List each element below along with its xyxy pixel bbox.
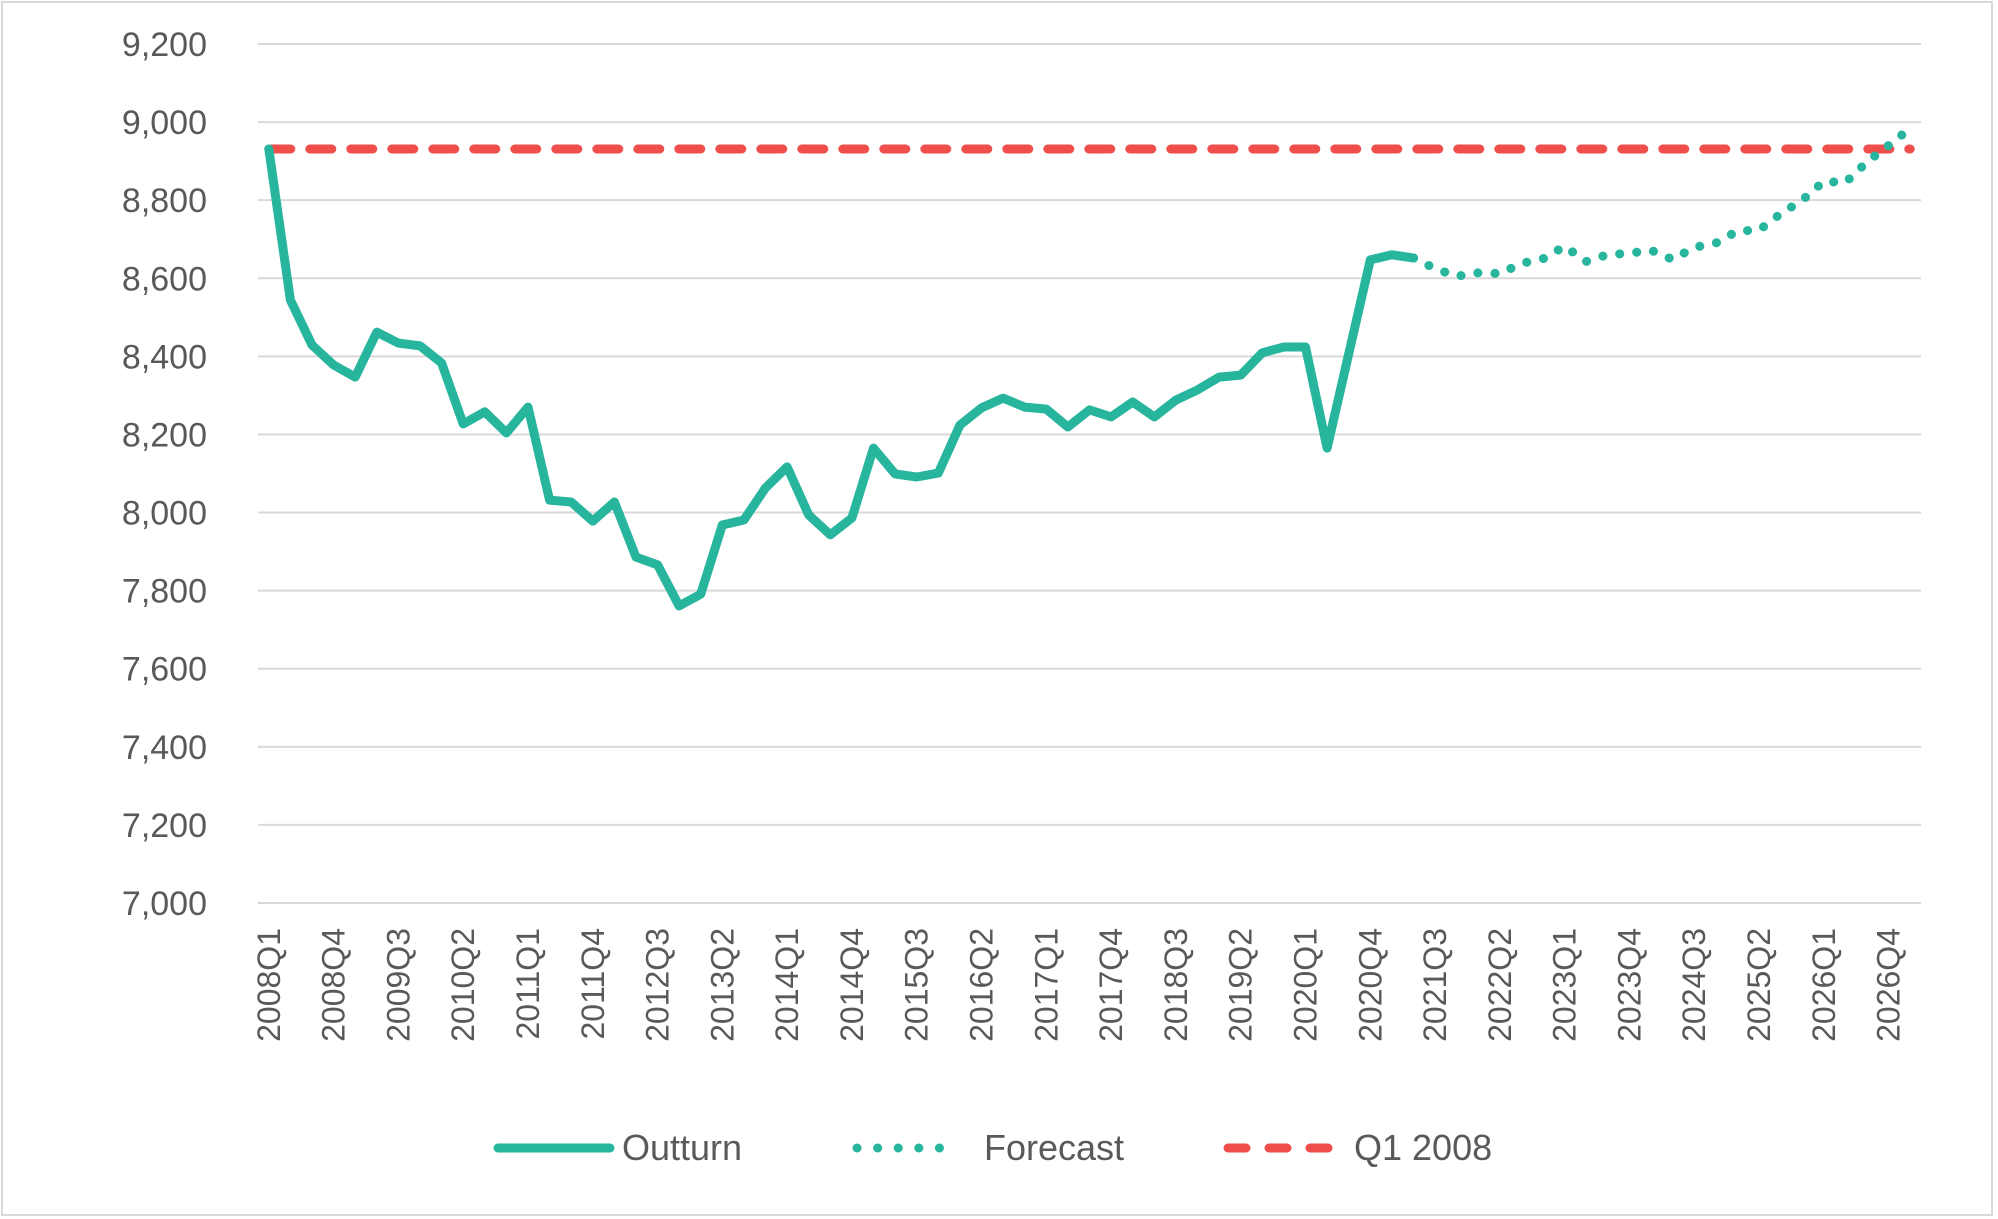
x-tick-label: 2026Q4 [1871, 928, 1907, 1042]
y-tick-label: 7,000 [122, 885, 207, 923]
y-tick-label: 8,800 [122, 182, 207, 220]
x-tick-label: 2026Q1 [1806, 928, 1842, 1042]
x-tick-label: 2013Q2 [704, 928, 740, 1042]
x-tick-label: 2020Q4 [1352, 928, 1388, 1042]
x-tick-label: 2012Q3 [640, 928, 676, 1042]
y-tick-label: 8,200 [122, 416, 207, 454]
x-tick-label: 2016Q2 [964, 928, 1000, 1042]
y-tick-label: 7,200 [122, 807, 207, 845]
x-tick-label: 2008Q1 [251, 928, 287, 1042]
x-tick-label: 2022Q2 [1482, 928, 1518, 1042]
x-tick-label: 2014Q1 [769, 928, 805, 1042]
x-tick-label: 2014Q4 [834, 928, 870, 1042]
y-tick-label: 9,200 [122, 26, 207, 64]
gridlines [258, 43, 1921, 904]
x-tick-label: 2021Q3 [1417, 928, 1453, 1042]
y-tick-label: 8,600 [122, 260, 207, 298]
legend-forecast-label: Forecast [984, 1127, 1124, 1168]
x-tick-label: 2019Q2 [1223, 928, 1259, 1042]
x-tick-label: 2017Q4 [1093, 928, 1129, 1042]
x-tick-label: 2010Q2 [445, 928, 481, 1042]
x-axis-labels: 2008Q1 2008Q4 2009Q3 2010Q2 2011Q1 2011Q4 2012… [251, 928, 1907, 1042]
x-tick-label: 2024Q3 [1676, 928, 1712, 1042]
x-tick-label: 2023Q4 [1611, 928, 1647, 1042]
legend-q1-2008-label: Q1 2008 [1354, 1127, 1492, 1168]
series-line-outturn [264, 144, 1418, 611]
x-tick-label: 2020Q1 [1287, 928, 1323, 1042]
y-tick-label: 8,400 [122, 338, 207, 376]
x-tick-label: 2017Q1 [1028, 928, 1064, 1042]
legend: Outturn Forecast Q1 2008 [493, 1127, 1492, 1168]
series-group [264, 123, 1915, 611]
legend-item-q1-2008[interactable]: Q1 2008 [1223, 1127, 1492, 1168]
series-line-forecast [1409, 123, 1915, 281]
x-tick-label: 2008Q4 [316, 928, 352, 1042]
x-tick-label: 2011Q4 [575, 928, 611, 1040]
y-tick-label: 7,800 [122, 573, 207, 611]
y-axis-labels: 7,000 7,200 7,400 7,600 7,800 8,000 8,200 8,400… [122, 26, 207, 923]
y-tick-label: 9,000 [122, 104, 207, 142]
legend-item-forecast[interactable]: Forecast [852, 1127, 1124, 1168]
x-tick-label: 2018Q3 [1158, 928, 1194, 1042]
legend-outturn-label: Outturn [622, 1127, 742, 1168]
x-tick-label: 2025Q2 [1741, 928, 1777, 1042]
x-tick-label: 2011Q1 [510, 928, 546, 1040]
y-tick-label: 7,400 [122, 729, 207, 767]
x-tick-label: 2023Q1 [1547, 928, 1583, 1042]
y-tick-label: 7,600 [122, 651, 207, 689]
legend-item-outturn[interactable]: Outturn [493, 1127, 742, 1168]
x-tick-label: 2015Q3 [899, 928, 935, 1042]
y-tick-label: 8,000 [122, 495, 207, 533]
x-tick-label: 2009Q3 [380, 928, 416, 1042]
